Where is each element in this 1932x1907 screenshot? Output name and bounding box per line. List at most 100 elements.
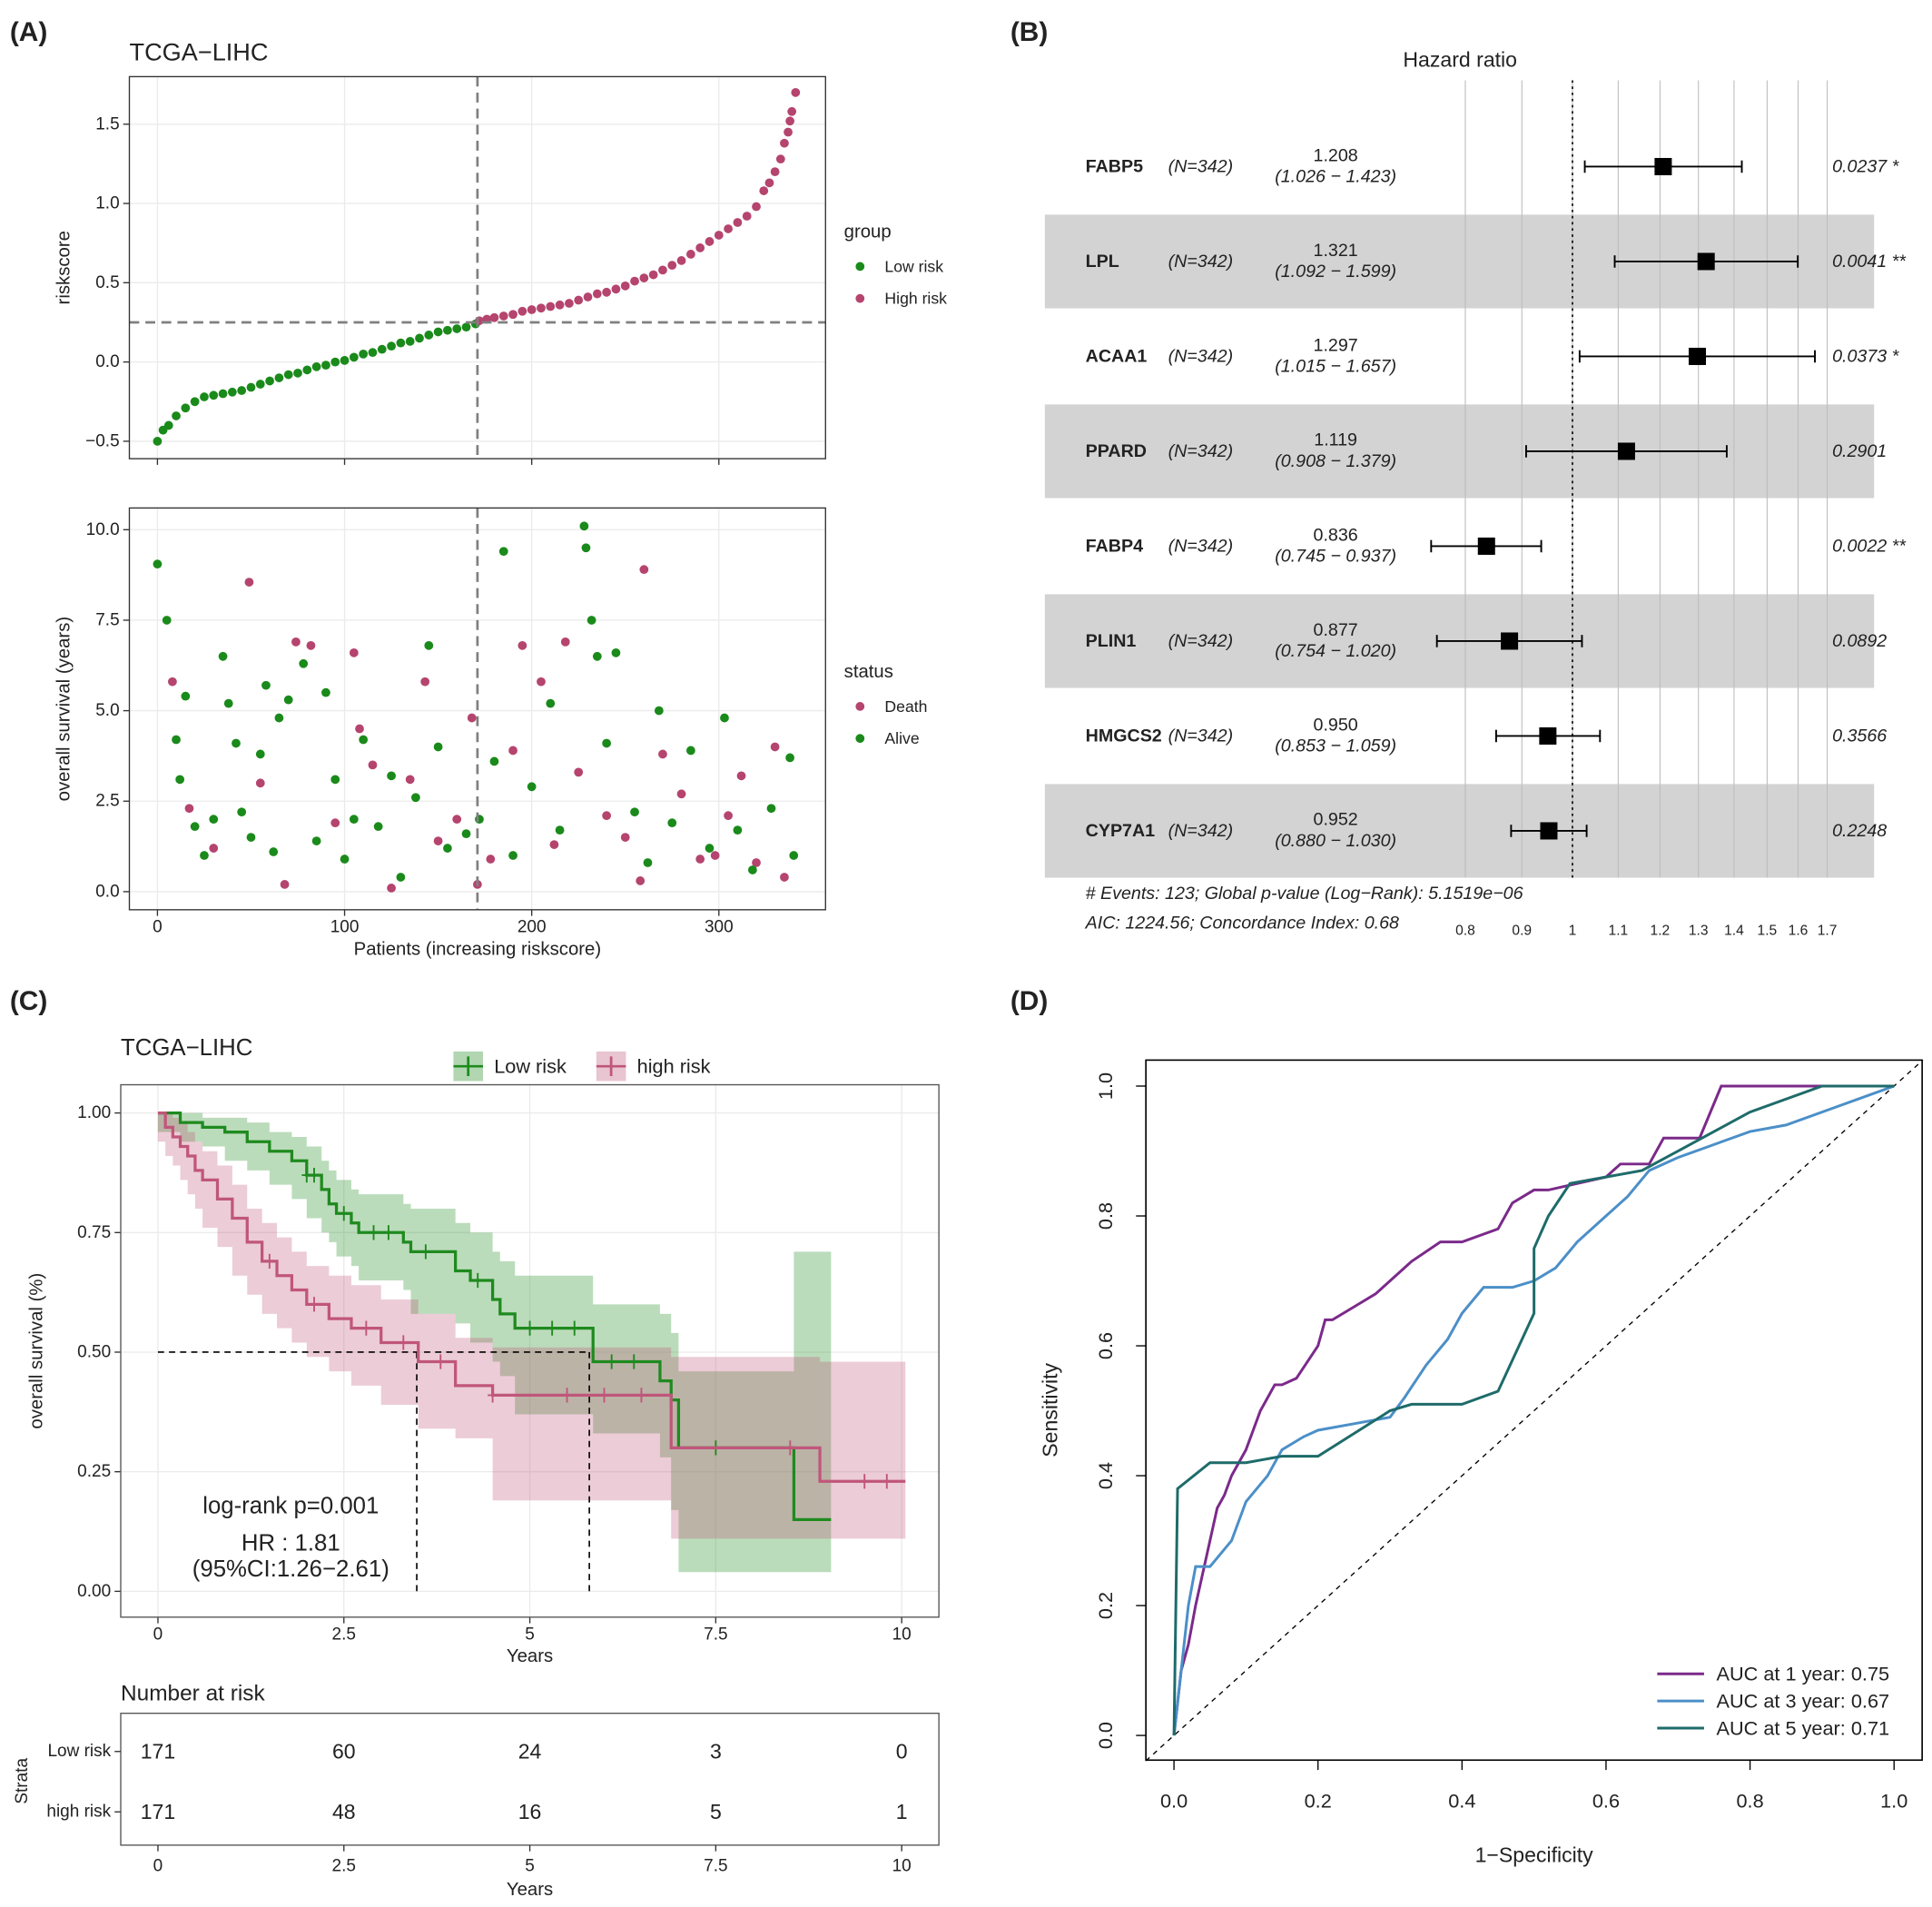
censor-mark (339, 1206, 350, 1221)
plot-panel (129, 76, 826, 459)
point (775, 154, 785, 164)
legend-label: Low risk (884, 257, 943, 275)
point (321, 361, 330, 370)
hr-label: 1.208 (1314, 145, 1358, 165)
point (443, 844, 452, 853)
censor-mark (264, 1253, 275, 1270)
point (368, 760, 378, 770)
point (508, 746, 518, 756)
point (508, 851, 518, 860)
point (560, 637, 570, 647)
point (227, 387, 237, 397)
point (359, 735, 369, 745)
point (752, 858, 761, 867)
point (695, 243, 705, 252)
y-tick-label: 1.0 (95, 194, 119, 213)
hr-square (1617, 442, 1635, 460)
censor-mark (599, 1388, 609, 1403)
point (537, 303, 546, 313)
point (368, 348, 378, 358)
point (667, 818, 677, 828)
point (489, 312, 499, 322)
censor-mark (628, 1354, 639, 1369)
x-tick-label: 5 (525, 1856, 535, 1875)
point (720, 713, 729, 723)
censor-mark (398, 1335, 409, 1350)
y-tick-label: 0.2 (1094, 1592, 1117, 1619)
x-axis-label: 1−Specificity (1475, 1843, 1594, 1867)
gene-label: PLIN1 (1086, 631, 1137, 651)
y-tick-label: −0.5 (85, 431, 120, 450)
row-stripe (1044, 784, 1875, 878)
point (592, 289, 602, 299)
point (274, 713, 284, 723)
point (565, 299, 574, 308)
confidence-band (157, 1112, 832, 1573)
point (555, 825, 565, 835)
censor-mark (488, 1388, 498, 1403)
n-label: (N=342) (1168, 631, 1234, 651)
point (163, 420, 173, 430)
x-tick-label: 0.6 (1592, 1790, 1620, 1813)
censor-mark (569, 1320, 580, 1336)
legend-key (596, 1056, 626, 1077)
point (246, 833, 256, 842)
censor-mark (369, 1225, 379, 1240)
point (789, 851, 799, 860)
y-tick-label: 1.00 (77, 1103, 111, 1122)
point (733, 218, 743, 227)
x-tick-label: 1.7 (1818, 923, 1838, 938)
risk-count: 3 (710, 1740, 722, 1764)
survival-curve (157, 1111, 906, 1483)
point (785, 753, 795, 763)
legend-label: AUC at 3 year: 0.67 (1717, 1690, 1890, 1713)
point (255, 749, 265, 759)
point (527, 305, 537, 314)
censor-mark (636, 1388, 646, 1403)
x-tick-label: 5 (525, 1625, 535, 1644)
n-label: (N=342) (1168, 441, 1234, 461)
x-tick-label: 0.9 (1512, 923, 1532, 938)
point (355, 724, 364, 734)
hr-square (1540, 822, 1558, 840)
censor-mark (882, 1474, 892, 1489)
point (387, 771, 396, 781)
point (321, 687, 330, 697)
strata-label: Low risk (47, 1742, 111, 1761)
survival-curve (157, 1111, 832, 1521)
plot-border (128, 75, 826, 459)
point (168, 677, 177, 687)
point (602, 287, 612, 297)
censor-mark (420, 1244, 431, 1260)
y-axis-label: overall survival (years) (54, 617, 74, 802)
legend-label: Death (884, 697, 927, 716)
legend-label: high risk (637, 1055, 711, 1078)
y-tick-label: 1.0 (1094, 1072, 1117, 1100)
point (218, 651, 228, 661)
y-tick-label: 0.6 (1094, 1332, 1117, 1359)
x-tick-label: 200 (518, 917, 547, 936)
point (467, 713, 477, 723)
point (667, 261, 677, 271)
hr-label: 0.952 (1314, 810, 1358, 830)
point (405, 775, 415, 785)
annotation: (95%CI:1.26−2.61) (192, 1556, 389, 1582)
legend-label: Low risk (494, 1055, 567, 1078)
point (433, 327, 443, 337)
point (162, 616, 172, 625)
legend-label: AUC at 5 year: 0.71 (1717, 1716, 1890, 1739)
censor-mark (472, 1272, 483, 1289)
point (244, 578, 254, 587)
x-tick-label: 7.5 (704, 1625, 727, 1644)
point (200, 851, 209, 860)
point (181, 691, 191, 701)
censor-mark (309, 1297, 320, 1312)
p-label: 0.2248 (1832, 821, 1887, 841)
hr-label: 0.877 (1314, 620, 1358, 640)
n-label: (N=342) (1168, 346, 1234, 366)
point (475, 316, 484, 326)
gene-label: FABP4 (1086, 536, 1143, 556)
legend-swatch (855, 293, 865, 303)
point (181, 403, 191, 413)
